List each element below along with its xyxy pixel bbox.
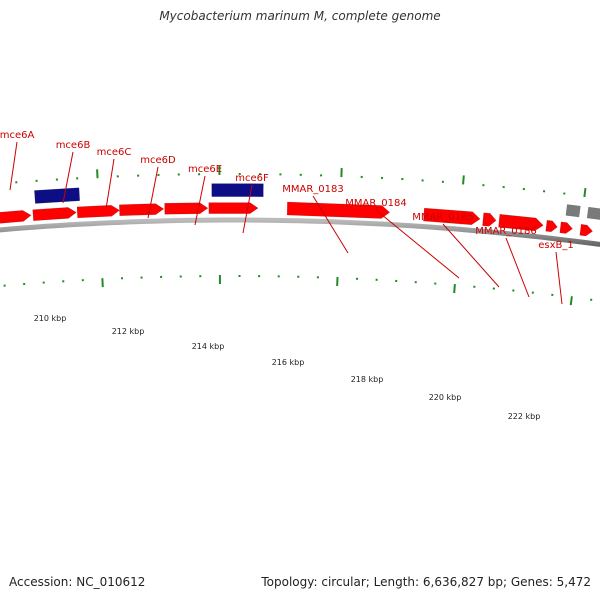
gene-feature <box>579 224 593 237</box>
scale-label: 222 kbp <box>508 412 541 421</box>
gene-label: mce6F <box>235 173 269 184</box>
gene-label-leader <box>442 223 500 288</box>
scale-label: 216 kbp <box>272 358 305 367</box>
gene-label: mce6B <box>56 140 91 151</box>
gene-feature <box>32 207 77 221</box>
gene-feature <box>76 204 120 219</box>
gene-label-leader <box>105 158 115 210</box>
gene-label: esxB_1 <box>538 240 574 251</box>
scale-tick <box>583 187 587 198</box>
accession-text: Accession: NC_010612 <box>9 575 146 589</box>
gene-feature <box>119 203 165 217</box>
gene-feature <box>0 210 32 224</box>
label-layer: mce6Amce6Bmce6Cmce6Dmce6Emce6FMMAR_0183M… <box>0 130 574 421</box>
genome-backbone <box>0 217 600 247</box>
gene-feature <box>286 201 391 219</box>
feature-layer <box>0 183 600 237</box>
gene-label: MMAR_0183 <box>282 184 344 195</box>
gene-label-leader <box>242 184 253 234</box>
gene-label: mce6A <box>0 130 34 141</box>
gene-label: MMAR_0185 <box>412 212 474 223</box>
scale-label: 214 kbp <box>192 342 225 351</box>
scale-label: 218 kbp <box>351 375 384 384</box>
gene-label-leader <box>194 175 206 226</box>
map-title: Mycobacterium marinum M, complete genome <box>159 9 441 23</box>
gene-label: mce6E <box>188 164 222 175</box>
gene-label-leader <box>312 195 349 254</box>
gene-label-leader <box>375 209 460 279</box>
gene-feature <box>559 221 573 234</box>
gene-feature <box>586 206 600 220</box>
gene-feature <box>208 202 259 214</box>
scale-tick <box>453 284 456 294</box>
gene-feature <box>164 202 209 215</box>
gene-feature <box>482 212 497 227</box>
gene-feature <box>545 219 558 233</box>
scale-label: 210 kbp <box>34 314 67 323</box>
genome-summary-text: Topology: circular; Length: 6,636,827 bp… <box>261 575 591 589</box>
gene-feature <box>211 183 264 197</box>
gene-label: MMAR_0186 <box>475 226 537 237</box>
gene-label: MMAR_0184 <box>345 198 407 209</box>
gene-feature <box>34 187 80 204</box>
scale-label: 212 kbp <box>112 327 145 336</box>
tick-layer <box>3 166 593 306</box>
gene-feature <box>498 214 544 232</box>
gene-label-leader <box>147 166 159 219</box>
gene-label-leader <box>555 251 563 305</box>
scale-tick <box>462 175 465 185</box>
backbone-layer <box>0 217 600 247</box>
gene-feature <box>423 207 481 226</box>
gene-label-leader <box>505 237 530 298</box>
scale-label: 220 kbp <box>429 393 462 402</box>
gene-feature <box>565 204 581 218</box>
gene-label: mce6C <box>97 147 132 158</box>
gene-label-leader <box>62 151 74 204</box>
gene-label: mce6D <box>140 155 176 166</box>
scale-tick <box>569 296 573 306</box>
gene-label-leader <box>9 141 18 191</box>
